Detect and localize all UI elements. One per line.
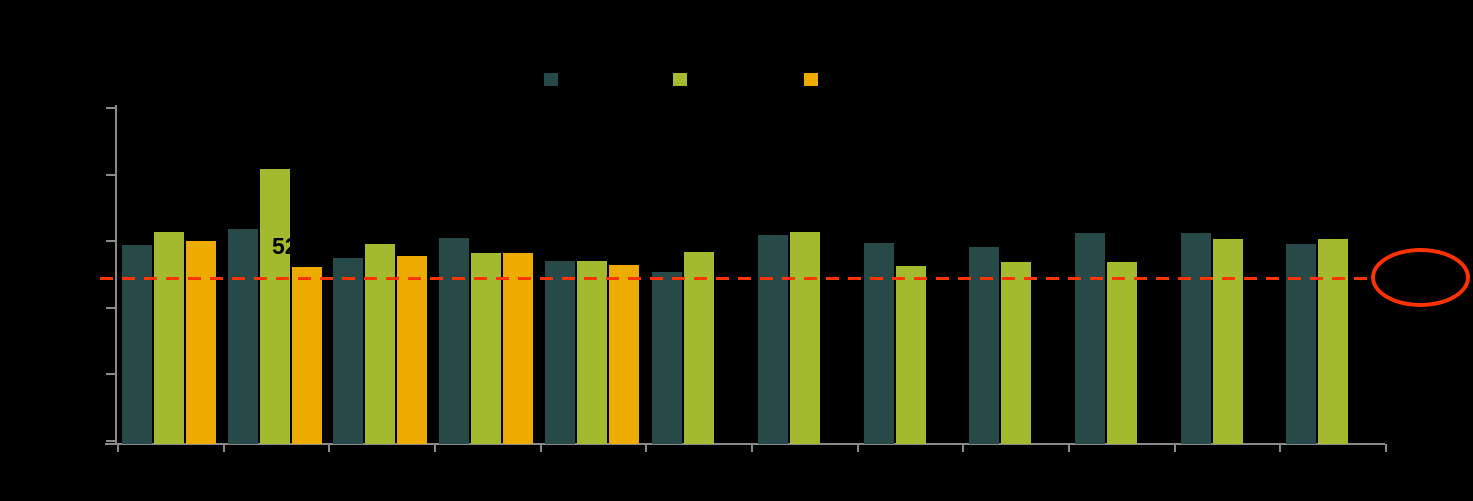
bar-series-1-dark-teal-group10 — [1075, 232, 1105, 444]
bar-series-2-light-green-group10 — [1107, 261, 1137, 444]
legend-swatch-3 — [804, 73, 818, 86]
bar-series-1-dark-teal-group4 — [439, 238, 469, 444]
x-tick — [645, 444, 648, 452]
y-tick — [106, 173, 116, 176]
x-tick — [1173, 444, 1176, 452]
bar-series-3-orange-group5 — [608, 265, 639, 444]
bar-series-1-dark-teal-group7 — [758, 234, 788, 444]
bar-series-3-orange-group4 — [503, 253, 533, 444]
bar-series-2-light-green-group4 — [471, 252, 501, 444]
bar-series-2-light-green-group3 — [365, 243, 396, 444]
bar-series-1-dark-teal-group6 — [652, 272, 683, 444]
bar-series-2-light-green-group11 — [1212, 239, 1243, 444]
bar-series-2-light-green-group2 — [259, 168, 290, 444]
legend-swatch-2 — [673, 73, 687, 86]
bar-series-2-light-green-group6 — [684, 252, 715, 444]
bar-series-2-light-green-group12 — [1318, 238, 1349, 444]
bar-series-1-dark-teal-group3 — [333, 257, 364, 444]
x-tick — [1385, 444, 1387, 452]
x-tick — [539, 444, 542, 452]
bar-series-1-dark-teal-group9 — [969, 246, 1000, 444]
x-axis — [105, 443, 1385, 445]
x-tick — [962, 444, 965, 452]
bar-series-2-light-green-group8 — [895, 265, 926, 444]
bar-series-2-light-green-group7 — [790, 232, 820, 444]
y-tick — [106, 306, 116, 309]
y-tick — [106, 440, 116, 442]
legend-swatch-1 — [544, 73, 558, 86]
data-label-52: 52 — [272, 233, 298, 259]
bar-series-2-light-green-group5 — [576, 261, 607, 444]
x-tick — [856, 444, 859, 452]
x-tick — [117, 444, 119, 452]
highlight-ellipse — [1371, 248, 1470, 307]
x-tick — [328, 444, 331, 452]
bar-series-1-dark-teal-group12 — [1286, 243, 1317, 444]
bar-series-2-light-green-group1 — [154, 232, 184, 444]
y-axis — [115, 105, 117, 444]
bar-series-2-light-green-group9 — [1001, 261, 1032, 444]
y-tick — [106, 107, 116, 109]
x-tick — [1068, 444, 1070, 452]
bar-series-1-dark-teal-group11 — [1180, 232, 1211, 444]
bar-series-3-orange-group2 — [291, 266, 322, 444]
x-tick — [1279, 444, 1282, 452]
bar-series-3-orange-group3 — [397, 256, 428, 444]
y-tick — [106, 373, 116, 376]
bar-series-1-dark-teal-group1 — [122, 245, 152, 444]
reference-line — [100, 277, 1373, 281]
x-tick — [434, 444, 436, 452]
bar-series-3-orange-group1 — [186, 241, 216, 444]
bar-series-1-dark-teal-group2 — [227, 228, 258, 444]
y-tick — [106, 240, 116, 243]
bar-series-1-dark-teal-group8 — [863, 242, 894, 444]
x-tick — [751, 444, 753, 452]
x-tick — [222, 444, 225, 452]
bar-series-1-dark-teal-group5 — [544, 261, 575, 444]
